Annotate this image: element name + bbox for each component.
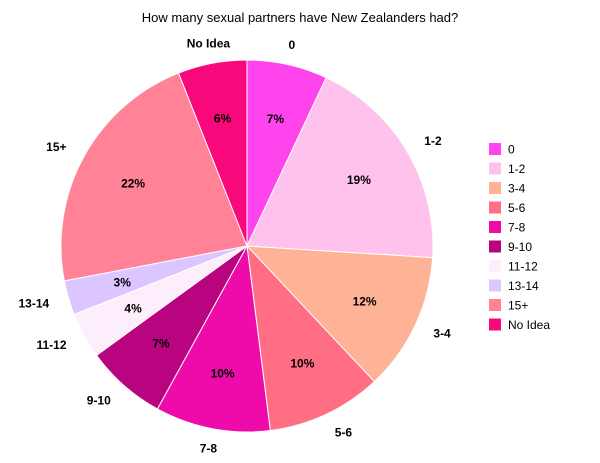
pie-slice-7-8 (156, 244, 271, 433)
legend-label-no-idea: No Idea (508, 318, 550, 332)
category-label-9-10: 9-10 (87, 394, 111, 408)
pct-label-13-14: 3% (114, 275, 132, 289)
legend-swatch-5-6 (489, 201, 501, 214)
category-label-5-6: 5-6 (335, 425, 353, 439)
category-label-15-: 15+ (46, 140, 66, 154)
pie-slice-no-idea (177, 59, 248, 247)
pct-label-5-6: 10% (290, 357, 314, 371)
pct-label-no-idea: 6% (214, 111, 232, 125)
pct-label-7-8: 10% (211, 367, 235, 381)
category-label-7-8: 7-8 (200, 441, 218, 455)
legend-swatch-13-14 (489, 279, 501, 292)
pct-label-0: 7% (267, 112, 285, 126)
chart-title: How many sexual partners have New Zealan… (142, 10, 459, 25)
legend-label-15-: 15+ (508, 299, 528, 313)
category-label-1-2: 1-2 (424, 134, 442, 148)
legend-swatch-no-idea (489, 318, 501, 331)
legend-swatch-9-10 (489, 240, 501, 253)
legend-swatch-11-12 (489, 260, 501, 272)
legend-swatch-15- (489, 299, 501, 311)
pct-label-15-: 22% (121, 176, 145, 190)
legend-label-5-6: 5-6 (508, 201, 526, 215)
legend-label-9-10: 9-10 (508, 240, 532, 254)
legend-label-11-12: 11-12 (508, 260, 538, 274)
pie-slices (60, 59, 434, 433)
legend-label-13-14: 13-14 (508, 279, 539, 293)
category-label-13-14: 13-14 (18, 297, 49, 311)
legend-label-1-2: 1-2 (508, 162, 526, 176)
pct-label-9-10: 7% (152, 337, 170, 351)
legend-swatch-1-2 (489, 162, 501, 175)
pie-slice-5-6 (246, 244, 376, 432)
legend-label-3-4: 3-4 (508, 182, 526, 196)
category-label-no-idea: No Idea (187, 37, 231, 51)
percentage-labels: 7% 19% 12% 10% 10% 7% 4% 3% 22% 6% (114, 111, 377, 380)
legend-label-7-8: 7-8 (508, 221, 526, 235)
pct-label-11-12: 4% (124, 302, 142, 316)
legend-swatch-0 (489, 143, 501, 155)
pct-label-3-4: 12% (353, 294, 377, 308)
category-label-0: 0 (289, 38, 296, 52)
legend-swatch-7-8 (489, 221, 501, 233)
pct-label-1-2: 19% (347, 173, 371, 187)
legend-swatch-3-4 (489, 182, 501, 194)
category-label-11-12: 11-12 (36, 338, 66, 352)
pie-slice-15- (60, 72, 248, 282)
legend: 0 1-2 3-4 5-6 7-8 9-10 11-12 13-14 15+ No Idea (489, 143, 550, 332)
pie-slice-1-2 (246, 77, 434, 259)
category-label-3-4: 3-4 (433, 327, 451, 341)
pie-slice-3-4 (245, 245, 434, 383)
category-labels: 0 1-2 3-4 5-6 7-8 9-10 11-12 13-14 15+ No Idea (18, 37, 451, 456)
legend-label-0: 0 (508, 143, 515, 157)
